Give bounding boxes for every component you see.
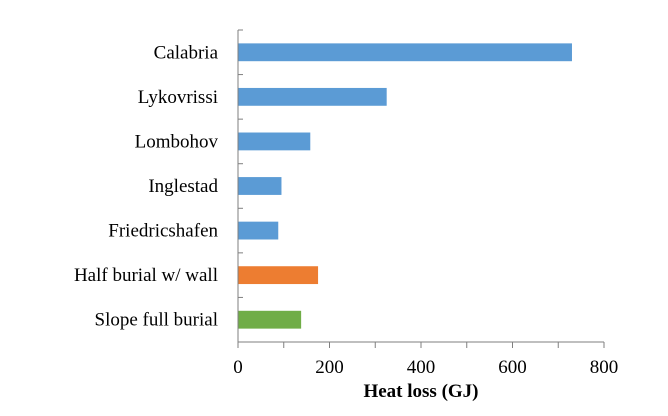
x-tick-label-400: 400 — [407, 357, 436, 378]
bar-friedricshafen — [238, 221, 279, 240]
category-label-half-burial-w-wall: Half burial w/ wall — [74, 265, 218, 286]
bar-slope-full-burial — [238, 310, 302, 329]
x-tick-label-200: 200 — [315, 357, 344, 378]
category-label-calabria: Calabria — [154, 42, 219, 63]
bar-calabria — [238, 43, 572, 62]
x-tick-label-600: 600 — [498, 357, 527, 378]
x-tick-label-800: 800 — [590, 357, 619, 378]
category-label-friedricshafen: Friedricshafen — [108, 221, 218, 242]
bar-lombohov — [238, 132, 311, 151]
category-label-lombohov: Lombohov — [135, 131, 219, 152]
category-label-inglestad: Inglestad — [148, 176, 218, 197]
category-label-lykovrissi: Lykovrissi — [138, 87, 218, 108]
bar-lykovrissi — [238, 87, 387, 106]
bar-inglestad — [238, 177, 282, 195]
bar-half-burial-w-wall — [238, 266, 319, 285]
x-axis-title: Heat loss (GJ) — [363, 381, 478, 402]
axes-layer — [237, 29, 605, 348]
bars-layer — [238, 43, 572, 329]
x-tick-label-0: 0 — [233, 357, 243, 378]
category-label-slope-full-burial: Slope full burial — [95, 310, 218, 331]
labels-layer: Calabria Lykovrissi Lombohov Inglestad Fried… — [74, 42, 618, 378]
